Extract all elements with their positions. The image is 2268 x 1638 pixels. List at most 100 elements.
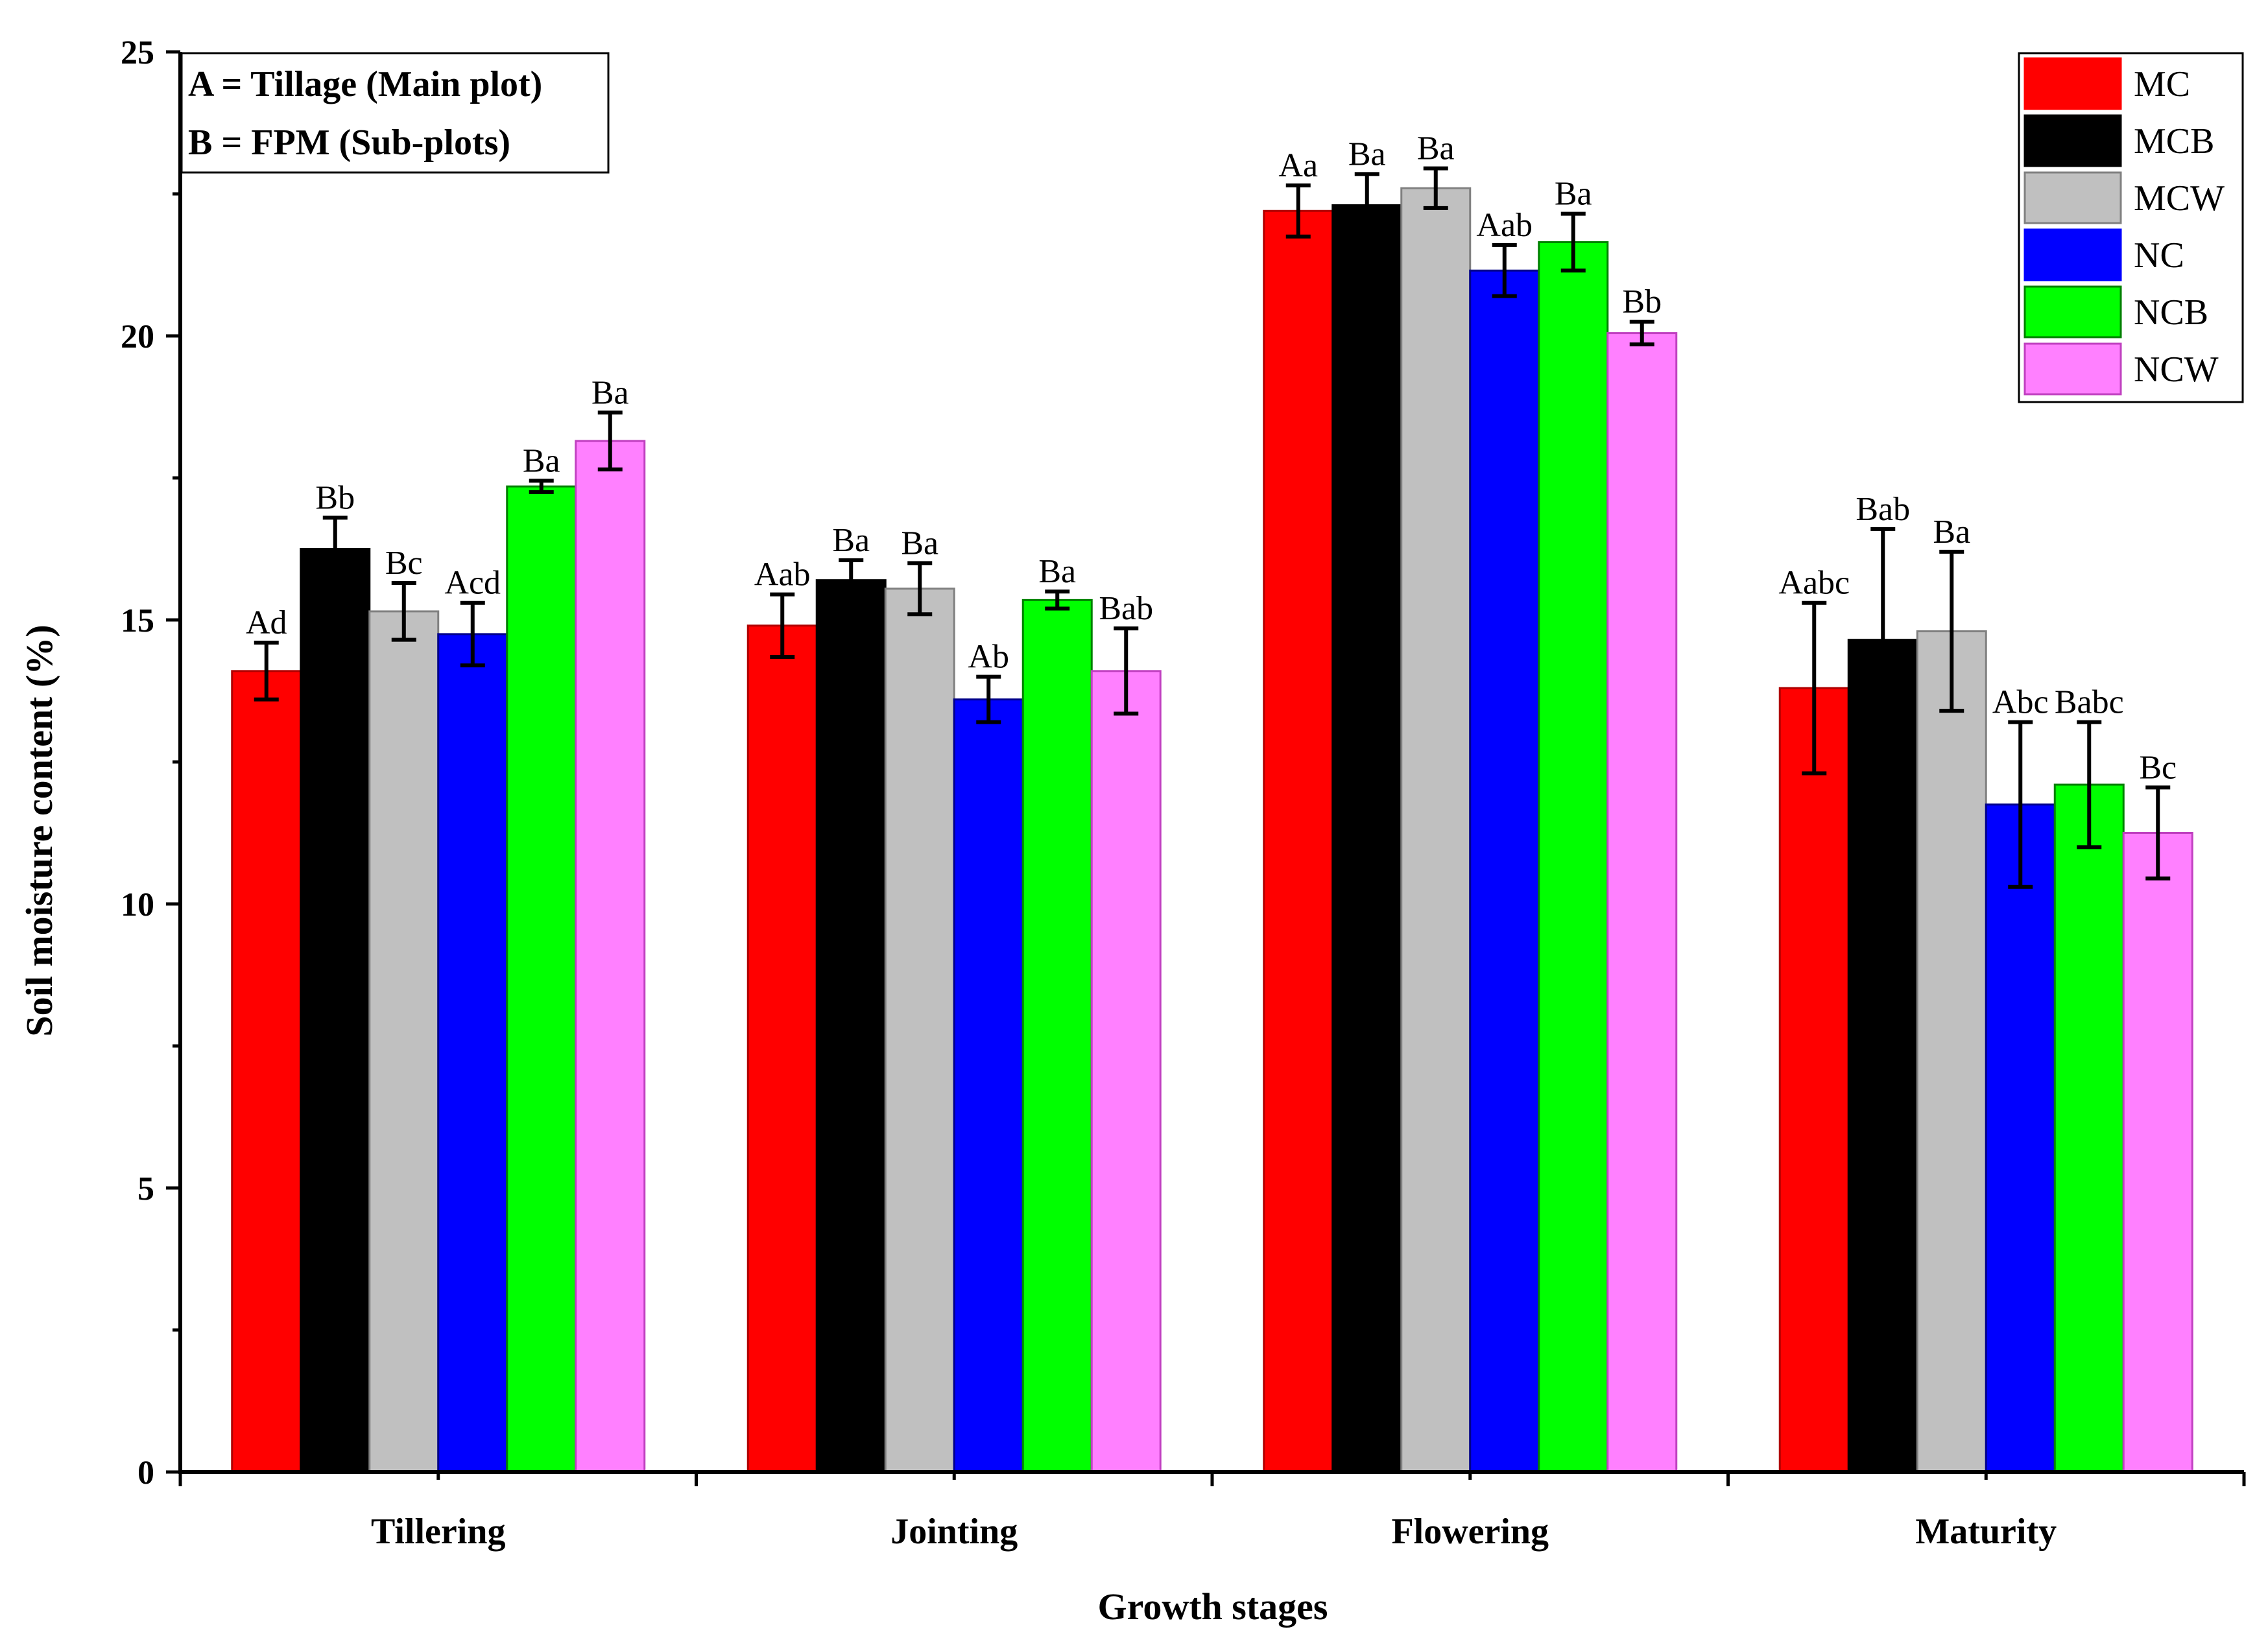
error-bar-ncw-maturity	[2145, 785, 2171, 881]
bar-mcb-jointing	[815, 579, 887, 1473]
data-label-mc-flowering: Aa	[1278, 147, 1318, 184]
error-bars-layer	[254, 166, 2171, 889]
note-tillage: A = Tillage (Main plot)	[188, 64, 542, 104]
legend-swatch-nc	[2023, 228, 2122, 281]
data-label-mcb-tillering: Bb	[315, 479, 355, 516]
error-bar-nc-maturity	[2008, 720, 2033, 889]
bar-mcb-maturity	[1847, 639, 1918, 1473]
error-bar-ncb-jointing	[1045, 589, 1070, 611]
error-bar-nc-jointing	[976, 674, 1001, 724]
error-bar-mcb-maturity	[1870, 527, 1896, 753]
bar-mcb-flowering	[1331, 204, 1403, 1473]
data-label-mcb-maturity: Bab	[1856, 491, 1910, 528]
error-bar-ncb-flowering	[1560, 211, 1586, 273]
y-tick-label-5: 5	[137, 1170, 154, 1207]
error-bar-mc-flowering	[1285, 183, 1311, 239]
data-label-mc-jointing: Aab	[754, 556, 811, 593]
y-tick-label-10: 10	[121, 886, 154, 923]
legend-swatch-mcw	[2023, 171, 2122, 224]
error-bar-mcw-maturity	[1939, 549, 1964, 713]
legend-label-ncb: NCB	[2134, 292, 2208, 333]
data-label-mcw-jointing: Ba	[901, 525, 938, 562]
bar-ncw-flowering	[1606, 332, 1678, 1473]
bar-mcb-tillering	[300, 548, 371, 1473]
bar-ncw-maturity	[2122, 832, 2193, 1473]
error-bar-mcb-flowering	[1354, 172, 1379, 239]
bar-ncw-jointing	[1090, 670, 1162, 1473]
error-bar-nc-flowering	[1492, 243, 1517, 298]
notes-box: A = Tillage (Main plot) B = FPM (Sub-plo…	[180, 52, 610, 174]
bar-ncb-tillering	[506, 485, 577, 1473]
error-bar-mc-maturity	[1802, 600, 1827, 776]
error-bar-mcw-jointing	[907, 561, 933, 617]
bar-ncw-tillering	[575, 440, 646, 1473]
bar-ncb-flowering	[1538, 241, 1609, 1473]
data-label-ncw-flowering: Bb	[1622, 283, 1662, 320]
legend-swatch-mcb	[2023, 114, 2122, 167]
legend-swatch-mc	[2023, 57, 2122, 110]
x-tick-label-flowering: Flowering	[1391, 1512, 1549, 1552]
data-label-mcb-flowering: Ba	[1348, 136, 1386, 172]
legend-label-mcw: MCW	[2134, 178, 2225, 219]
data-label-ncb-jointing: Ba	[1038, 553, 1076, 590]
data-label-mc-tillering: Ad	[246, 604, 287, 641]
data-label-ncb-maturity: Babc	[2055, 684, 2124, 721]
bar-mcw-jointing	[884, 588, 955, 1473]
error-bar-ncw-jointing	[1114, 626, 1139, 716]
bars-layer	[231, 187, 2193, 1473]
data-label-mcw-tillering: Bc	[385, 545, 423, 582]
data-label-nc-flowering: Aab	[1476, 207, 1533, 244]
legend-label-mcb: MCB	[2134, 121, 2215, 161]
error-bar-ncb-tillering	[529, 479, 554, 494]
bar-nc-jointing	[953, 698, 1024, 1473]
error-bar-mcb-tillering	[322, 516, 348, 582]
x-tick-label-jointing: Jointing	[890, 1512, 1018, 1552]
y-tick-label-20: 20	[121, 318, 154, 355]
bar-mc-tillering	[231, 670, 302, 1473]
data-label-mcw-maturity: Ba	[1933, 514, 1970, 551]
x-tick-label-tillering: Tillering	[371, 1512, 505, 1552]
y-axis-title: Soil moisture content (%)	[18, 624, 60, 1036]
data-label-ncb-tillering: Ba	[523, 442, 560, 479]
bar-nc-maturity	[1985, 803, 2056, 1473]
bar-mcw-maturity	[1916, 630, 1987, 1473]
bar-nc-tillering	[437, 633, 508, 1473]
error-bar-mc-jointing	[770, 592, 795, 659]
data-label-nc-tillering: Acd	[444, 565, 501, 602]
error-bar-mc-tillering	[254, 641, 279, 702]
data-label-ncw-jointing: Bab	[1099, 590, 1153, 627]
error-bar-mcb-jointing	[839, 558, 864, 602]
data-label-ncb-flowering: Ba	[1555, 176, 1592, 213]
data-label-nc-jointing: Ab	[968, 639, 1009, 676]
bar-mc-maturity	[1778, 687, 1850, 1473]
legend-label-nc: NC	[2134, 235, 2184, 276]
bar-nc-flowering	[1469, 269, 1540, 1473]
bar-mcw-flowering	[1400, 187, 1472, 1473]
bar-mcw-tillering	[368, 610, 440, 1473]
error-bar-ncb-maturity	[2077, 720, 2102, 849]
legend-label-ncw: NCW	[2134, 350, 2219, 390]
legend: MC MCB MCW NC NCB NCW	[2018, 52, 2244, 403]
data-label-ncw-maturity: Bc	[2139, 749, 2177, 786]
error-bar-nc-tillering	[460, 600, 485, 668]
data-label-ncw-tillering: Ba	[591, 374, 629, 411]
y-tick-label-25: 25	[121, 34, 154, 71]
bar-ncb-jointing	[1021, 599, 1093, 1473]
y-tick-label-0: 0	[137, 1454, 154, 1491]
bar-ncb-maturity	[2053, 783, 2125, 1473]
error-bar-mcw-flowering	[1423, 166, 1448, 210]
error-bar-ncw-flowering	[1629, 320, 1654, 347]
data-label-mc-maturity: Aabc	[1778, 565, 1850, 602]
data-label-mcb-jointing: Ba	[832, 522, 870, 559]
x-axis-title: Growth stages	[1098, 1585, 1328, 1628]
legend-swatch-ncb	[2023, 285, 2122, 338]
x-tick-label-maturity: Maturity	[1915, 1512, 2057, 1552]
data-labels-layer: Ad Bb Bc Acd Ba Ba Aab Ba Ba Ab Ba Bab Aa Ba Ba Aab Ba Bb…	[246, 130, 2177, 787]
y-tick-label-15: 15	[121, 602, 154, 639]
legend-swatch-ncw	[2023, 342, 2122, 396]
axes-layer: Tillering Jointing Flowering Maturity 0 5 10 15…	[121, 34, 2246, 1552]
error-bar-ncw-tillering	[597, 410, 623, 471]
data-label-mcw-flowering: Ba	[1417, 130, 1455, 167]
note-fpm: B = FPM (Sub-plots)	[188, 123, 510, 163]
